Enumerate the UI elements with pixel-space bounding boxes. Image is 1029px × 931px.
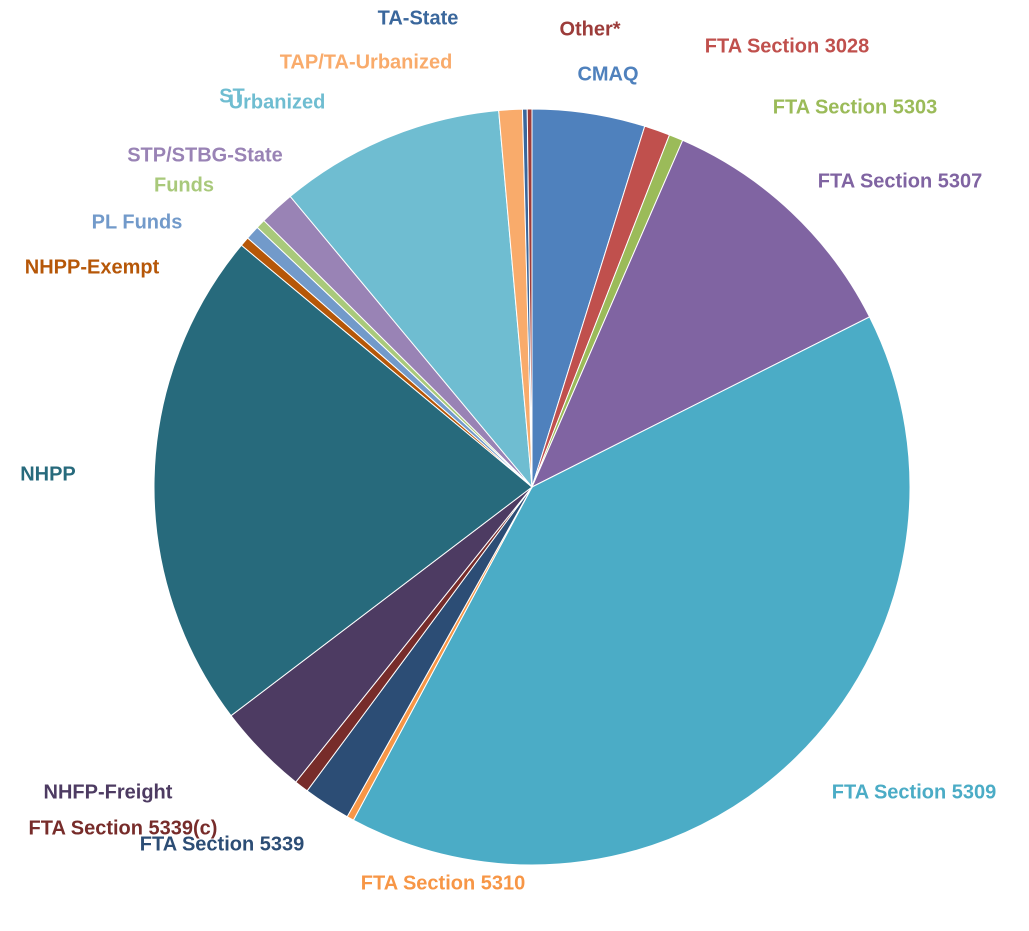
slice-label: NHPP [20, 463, 76, 485]
slice-label: CMAQ [577, 63, 638, 85]
slice-label: FTA Section 5339 [140, 833, 305, 855]
pie-slice [153, 244, 533, 717]
slice-label: Urbanized [229, 91, 326, 113]
pie-slice [526, 108, 533, 488]
slice-label: FTA Section 5339(c) [29, 817, 218, 839]
slice-label: TA-State [378, 7, 459, 29]
slice-label: FTA Section 5303 [773, 96, 938, 118]
pie-slice [289, 109, 533, 489]
slice-label: Other* [559, 18, 620, 40]
slice-label: NHFP-Freight [44, 781, 173, 803]
slice-label: Funds [154, 174, 214, 196]
slice-label: FTA Section 5310 [361, 872, 526, 894]
slice-label: FTA Section 5309 [832, 781, 997, 803]
pie-slice [352, 316, 911, 866]
slice-label: ST [219, 85, 245, 107]
slice-label: FTA Section 5307 [818, 170, 983, 192]
slice-label: NHPP-Exempt [25, 256, 160, 278]
slice-label: FTA Section 3028 [705, 35, 870, 57]
slice-label: PL Funds [92, 211, 183, 233]
slice-label: TAP/TA-Urbanized [280, 51, 453, 73]
slice-label: STP/STBG-State [127, 144, 283, 166]
pie-slice [530, 139, 871, 489]
